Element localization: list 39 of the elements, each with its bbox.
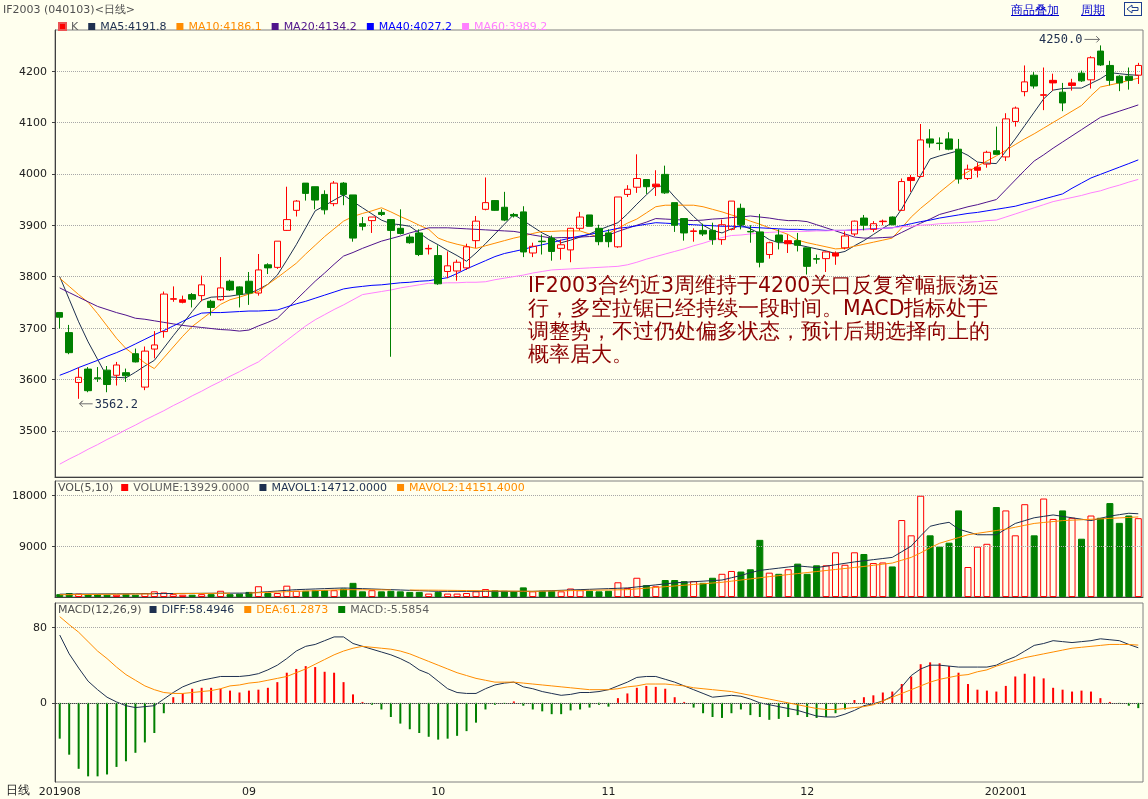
y-tick-label: 4200 bbox=[19, 64, 47, 78]
x-tick-label: 11 bbox=[601, 785, 616, 798]
x-tick-label: 09 bbox=[241, 785, 256, 798]
legend-label: MA5:4191.8 bbox=[100, 20, 167, 33]
legend-label: MAVOL2:14151.4000 bbox=[409, 481, 525, 494]
y-tick-label: 18000 bbox=[12, 488, 47, 502]
legend-label: MA20:4134.2 bbox=[283, 20, 357, 33]
annotation: 3562.2 bbox=[94, 396, 139, 411]
x-tick-label: 10 bbox=[431, 785, 446, 798]
legend-label: MA60:3989.2 bbox=[474, 20, 548, 33]
legend-label: VOLUME:13929.0000 bbox=[133, 481, 250, 494]
chart-title: VOL(5,10) bbox=[58, 481, 114, 494]
legend-label: MA10:4186.1 bbox=[188, 20, 262, 33]
y-tick-label: 3700 bbox=[19, 321, 47, 335]
legend-label: MAVOL1:14712.0000 bbox=[271, 481, 388, 494]
legend-label: MA40:4027.2 bbox=[378, 20, 453, 33]
annotation: 4250.0 bbox=[1039, 32, 1083, 47]
y-tick-label: 3500 bbox=[19, 424, 47, 438]
y-tick-label: 3800 bbox=[19, 270, 47, 284]
text: 周期 bbox=[1081, 2, 1105, 19]
annotation: IF2003合约近3周维持于4200关口反复窄幅振荡运行，多空拉锯已经持续一段时间。MACD指标处于调整势，不过仍处偏多状态，预计后期选择向上的概率居大。 bbox=[528, 273, 1001, 366]
y-tick-label: 3900 bbox=[19, 218, 47, 232]
chart-title: MACD(12,26,9) bbox=[58, 603, 142, 616]
legend-label: DIFF:58.4946 bbox=[161, 603, 235, 616]
x-axis-title: 日线 bbox=[6, 783, 30, 797]
chart-title: IF2003 (040103)<日线> bbox=[3, 3, 136, 16]
legend-label: DEA:61.2873 bbox=[256, 603, 329, 616]
text: 商品叠加 bbox=[1011, 2, 1059, 19]
y-tick-label: 0 bbox=[40, 696, 47, 710]
y-tick-label: 4000 bbox=[19, 167, 47, 181]
y-tick-label: 80 bbox=[33, 620, 47, 634]
x-tick-label: 202001 bbox=[984, 785, 1027, 798]
legend-label: MACD:-5.5854 bbox=[350, 603, 430, 616]
legend-label: K bbox=[71, 20, 79, 33]
y-tick-label: 3600 bbox=[19, 372, 47, 386]
y-tick-label: 9000 bbox=[19, 539, 47, 553]
y-tick-label: 4100 bbox=[19, 115, 47, 129]
x-tick-label: 201908 bbox=[38, 785, 81, 798]
x-tick-label: 12 bbox=[800, 785, 815, 798]
